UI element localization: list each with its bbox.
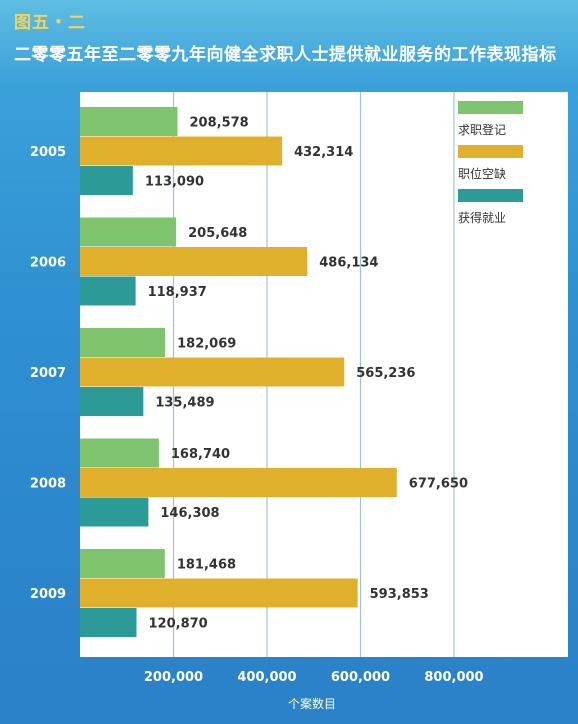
- legend-swatch-1: [458, 101, 523, 114]
- legend-label-1: 求职登记: [458, 122, 506, 137]
- bar-2007-1: [80, 328, 166, 357]
- bar-2005-2: [80, 136, 283, 166]
- bar-2005-3: [80, 166, 133, 195]
- x-tick-label: 200,000: [144, 670, 203, 685]
- legend-label-3: 获得就业: [458, 210, 506, 225]
- category-label-2009: 2009: [30, 587, 66, 602]
- data-label-2006-1: 205,648: [188, 226, 247, 241]
- data-label-2007-1: 182,069: [177, 337, 236, 352]
- data-label-2009-1: 181,468: [177, 558, 236, 573]
- data-label-2005-2: 432,314: [294, 145, 353, 160]
- data-label-2006-3: 118,937: [148, 285, 207, 300]
- data-label-2007-3: 135,489: [155, 396, 214, 411]
- x-axis-label: 个案数目: [288, 696, 336, 711]
- data-label-2008-3: 146,308: [160, 506, 219, 521]
- data-label-2009-2: 593,853: [370, 587, 429, 602]
- legend-swatch-2: [458, 145, 523, 158]
- bar-2009-2: [80, 578, 358, 608]
- bar-2007-3: [80, 387, 144, 416]
- category-label-2007: 2007: [30, 366, 66, 381]
- category-label-2006: 2006: [30, 256, 66, 271]
- x-tick-label: 600,000: [331, 670, 390, 685]
- data-label-2008-1: 168,740: [171, 447, 230, 462]
- bar-2006-1: [80, 217, 177, 247]
- bar-2008-1: [80, 438, 159, 468]
- data-label-2009-3: 120,870: [149, 617, 208, 632]
- chart-title: 二零零五年至二零零九年向健全求职人士提供就业服务的工作表现指标: [14, 45, 557, 65]
- x-tick-label: 400,000: [237, 670, 296, 685]
- data-label-2008-2: 677,650: [409, 477, 468, 492]
- legend-label-2: 职位空缺: [458, 166, 506, 181]
- category-label-2008: 2008: [30, 477, 66, 492]
- bar-2009-3: [80, 608, 137, 637]
- bar-2008-3: [80, 497, 149, 527]
- data-label-2006-2: 486,134: [319, 256, 378, 271]
- x-tick-label: 800,000: [424, 670, 483, 685]
- bar-2005-1: [80, 107, 178, 136]
- bar-2009-1: [80, 549, 165, 578]
- bar-2006-2: [80, 247, 308, 276]
- category-label-2005: 2005: [30, 145, 66, 160]
- data-label-2005-1: 208,578: [190, 116, 249, 131]
- bar-2007-2: [80, 357, 345, 387]
- data-label-2005-3: 113,090: [145, 175, 204, 190]
- legend-swatch-3: [458, 189, 523, 202]
- bar-2008-2: [80, 468, 397, 497]
- figure-label: 图五・二: [14, 13, 86, 33]
- bar-2006-3: [80, 276, 136, 306]
- data-label-2007-2: 565,236: [356, 366, 415, 381]
